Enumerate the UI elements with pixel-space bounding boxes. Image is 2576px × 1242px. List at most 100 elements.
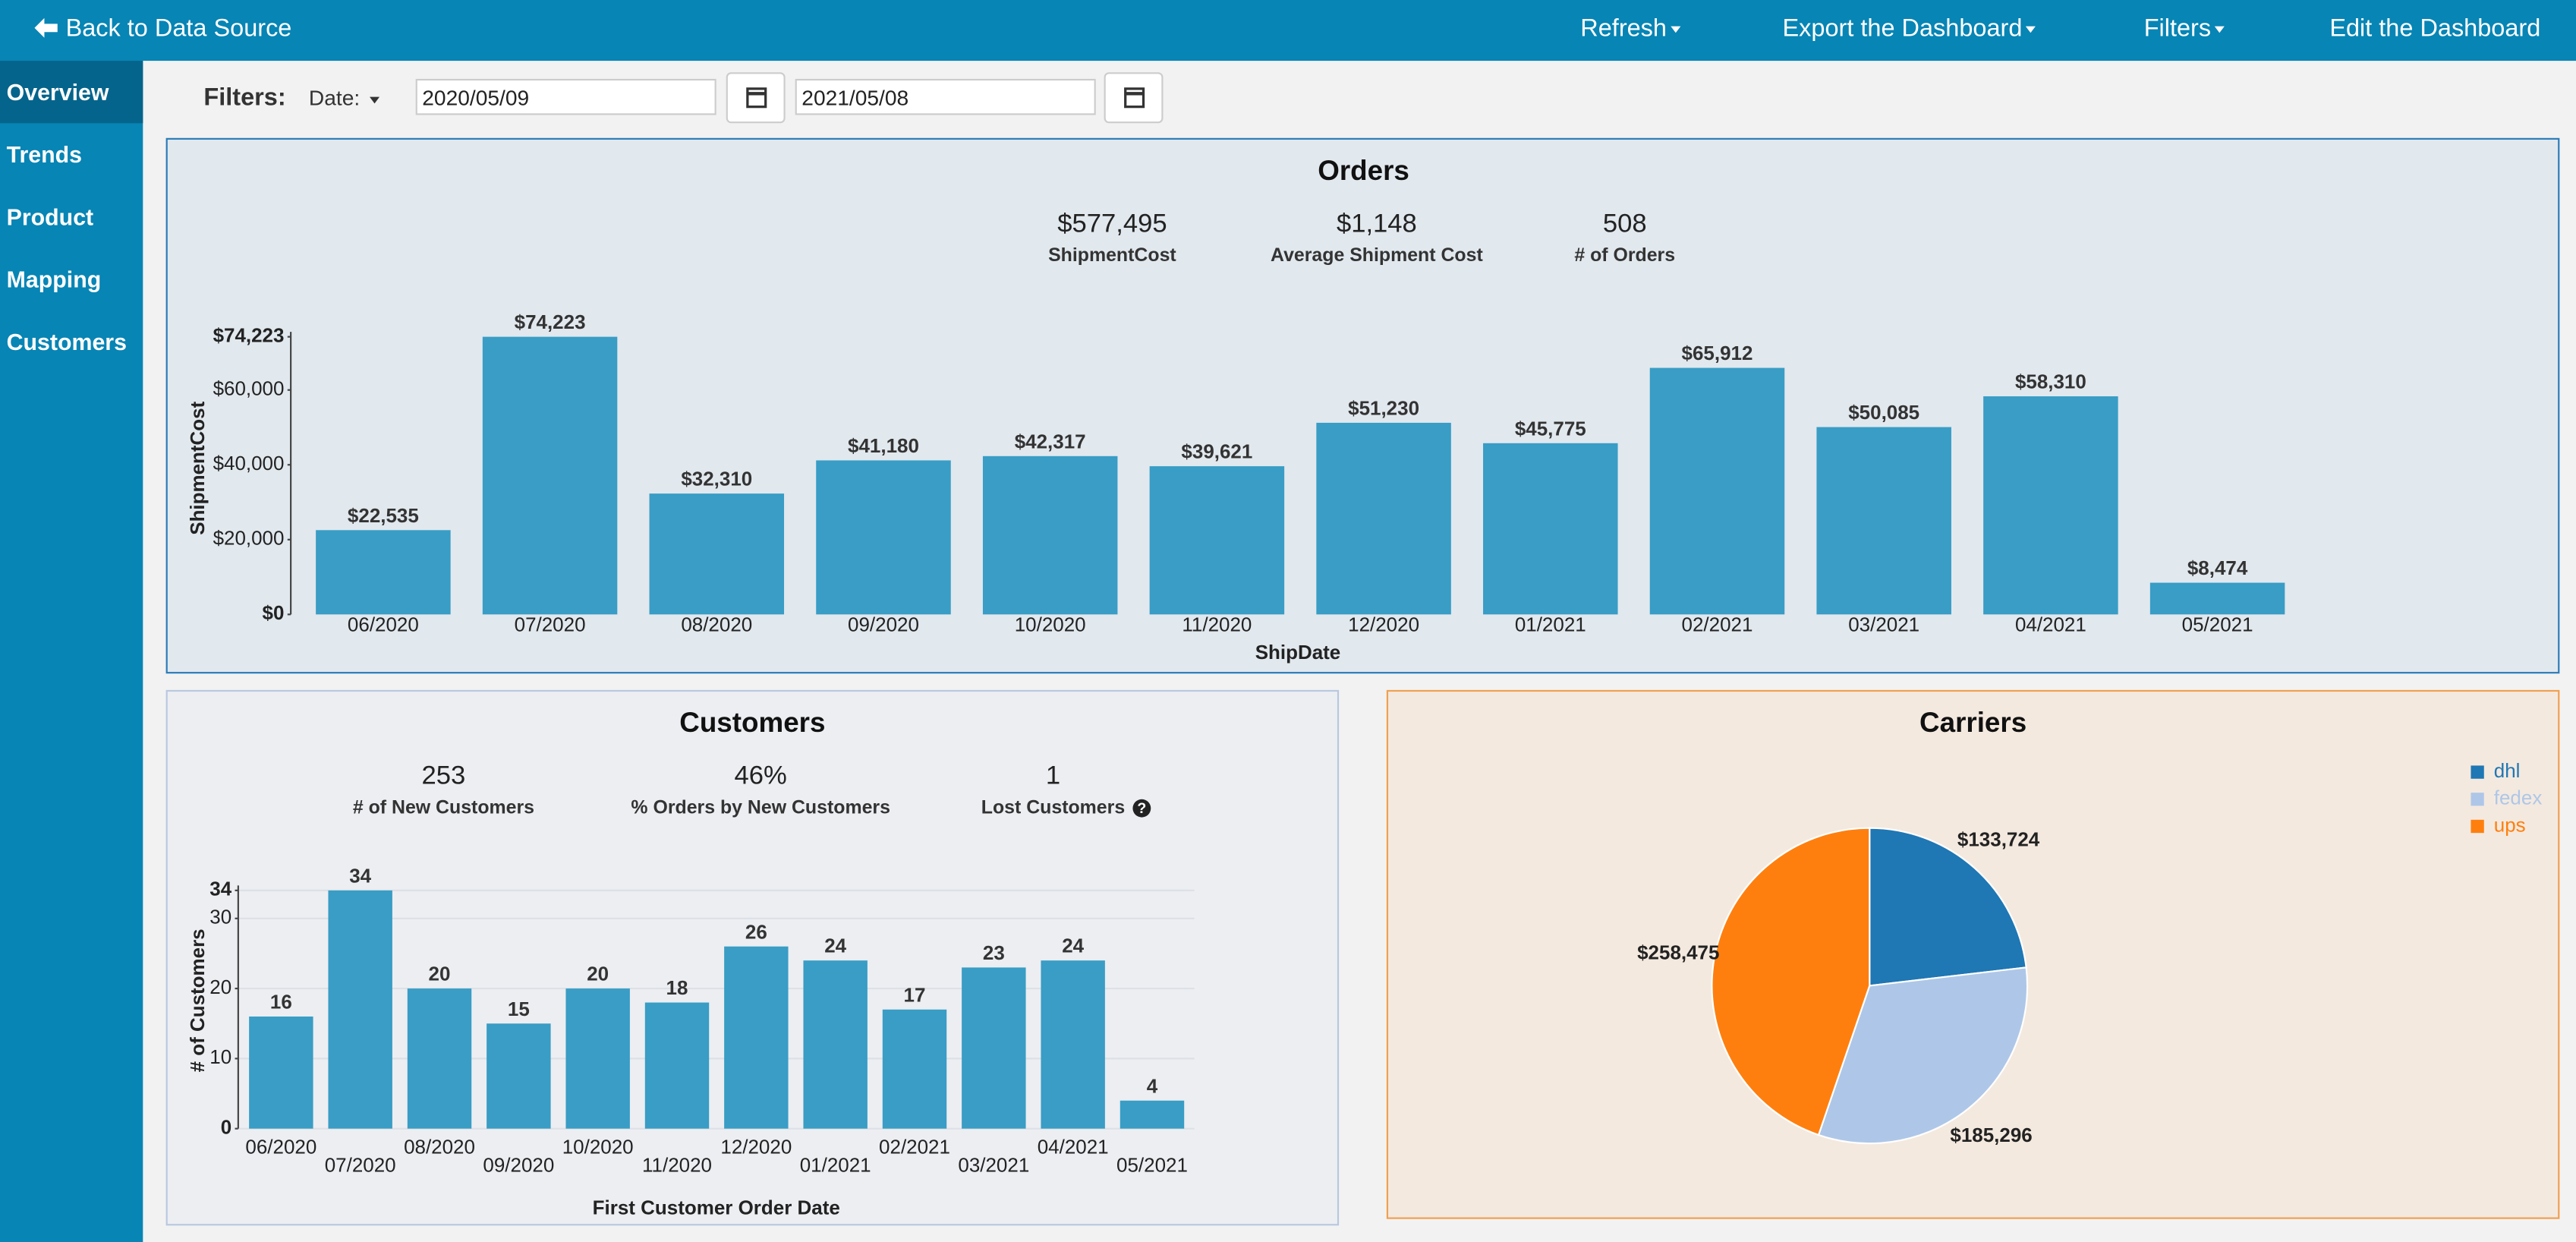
y-tick-label: 20: [209, 976, 231, 998]
value-label: 15: [508, 998, 530, 1020]
legend-swatch: [2471, 793, 2484, 806]
bar: [328, 890, 392, 1129]
x-tick-label: 02/2021: [879, 1135, 950, 1158]
kpi-value: 46%: [735, 761, 787, 790]
value-label: 24: [1062, 935, 1084, 957]
x-axis-title: First Customer Order Date: [593, 1196, 840, 1219]
y-tick-label: $60,000: [213, 377, 285, 400]
value-label: $65,912: [1682, 342, 1753, 364]
value-label: 24: [824, 935, 846, 957]
bar: [1316, 422, 1451, 615]
bar: [2149, 582, 2285, 615]
kpi-value: $1,148: [1337, 210, 1417, 238]
menu-text[interactable]: Refresh: [1580, 14, 1667, 43]
y-tick-label: 0: [221, 1116, 231, 1139]
end-date-input[interactable]: 2021/05/08: [795, 78, 1096, 115]
x-tick-label: 07/2020: [515, 613, 586, 635]
back-arrow: [34, 17, 58, 38]
bar: [803, 960, 868, 1129]
x-tick-label: 01/2021: [800, 1153, 871, 1176]
pie-slice: [1817, 966, 2029, 1145]
menu-text[interactable]: Export the Dashboard: [1782, 14, 2023, 43]
kpi-label: # of New Customers: [353, 796, 534, 818]
menu-item[interactable]: Edit the Dashboard: [2329, 14, 2541, 43]
value-label: 20: [429, 963, 451, 985]
start-date-input[interactable]: 2020/05/09: [415, 78, 716, 115]
sidebar-item[interactable]: Mapping: [6, 266, 102, 293]
legend-label: ups: [2494, 813, 2526, 836]
value-label: $50,085: [1848, 401, 1919, 424]
bar: [882, 1009, 947, 1129]
value-label: $58,310: [2015, 370, 2086, 393]
value-label: 4: [1147, 1074, 1158, 1097]
bar: [1149, 466, 1285, 615]
back-link[interactable]: Back to Data Source: [65, 14, 292, 43]
x-axis-title: ShipDate: [1255, 641, 1341, 664]
help-icon: ?: [1132, 799, 1151, 818]
x-tick-label: 01/2021: [1515, 613, 1586, 635]
value-label: 17: [904, 983, 926, 1006]
kpi-label: % Orders by New Customers: [631, 796, 890, 818]
calendar-icon: [746, 87, 767, 109]
value-label: 34: [349, 864, 371, 887]
menu-item[interactable]: Filters: [2144, 14, 2225, 43]
bar: [565, 988, 630, 1129]
bar: [407, 988, 472, 1129]
menu-text[interactable]: Filters: [2143, 14, 2212, 43]
calendar-button[interactable]: [1104, 72, 1164, 124]
bar: [1649, 367, 1785, 615]
kpi-value: 253: [422, 761, 466, 790]
sidebar-item[interactable]: Product: [6, 203, 94, 230]
bar: [644, 1002, 710, 1129]
kpi-label: ShipmentCost: [1048, 244, 1176, 266]
value-label: $41,180: [848, 434, 919, 457]
x-tick-label: 08/2020: [404, 1135, 475, 1158]
bar: [962, 967, 1026, 1129]
top-bar: Back to Data Source Refresh Export the D…: [0, 0, 2576, 61]
y-tick-label: $74,223: [213, 323, 285, 346]
sidebar-item[interactable]: Customers: [6, 328, 127, 355]
legend-swatch: [2471, 765, 2484, 779]
calendar-button[interactable]: [726, 72, 786, 124]
date-label[interactable]: Date:: [308, 85, 361, 110]
x-tick-label: 11/2020: [1182, 613, 1252, 635]
x-tick-label: 11/2020: [642, 1153, 712, 1176]
kpi-value: 508: [1603, 210, 1647, 238]
bar: [316, 530, 451, 615]
bar: [1983, 396, 2118, 615]
y-tick-label: 30: [209, 906, 231, 928]
value-label: $185,296: [1950, 1124, 2032, 1146]
value-label: $32,310: [681, 468, 752, 490]
filters-label: Filters:: [203, 84, 286, 112]
kpi-label: Average Shipment Cost: [1271, 244, 1483, 266]
chart-title: Carriers: [1919, 707, 2026, 738]
legend-label: fedex: [2494, 786, 2543, 809]
value-label: $133,724: [1957, 828, 2040, 851]
y-axis-title: ShipmentCost: [186, 401, 209, 534]
y-tick-label: $40,000: [213, 452, 285, 474]
y-tick-label: $20,000: [213, 527, 285, 550]
value-label: $22,535: [348, 504, 419, 527]
svg-text:?: ?: [1137, 800, 1146, 817]
value-label: $8,474: [2187, 556, 2248, 579]
menu-item[interactable]: Refresh: [1580, 14, 1680, 43]
x-tick-label: 10/2020: [1015, 613, 1086, 635]
sidebar-item[interactable]: Trends: [6, 141, 83, 168]
x-tick-label: 03/2021: [958, 1153, 1029, 1176]
x-tick-label: 04/2021: [1038, 1135, 1109, 1158]
x-tick-label: 10/2020: [562, 1135, 634, 1158]
bar: [982, 456, 1118, 615]
pie-slice: [1869, 827, 2027, 987]
menu-item[interactable]: Export the Dashboard: [1783, 14, 2036, 43]
x-tick-label: 05/2021: [2182, 613, 2253, 635]
value-label: 16: [270, 991, 292, 1013]
chart-title: Orders: [1318, 155, 1409, 186]
x-tick-label: 12/2020: [720, 1135, 792, 1158]
y-tick-label: $0: [263, 601, 285, 624]
sidebar-item[interactable]: Overview: [0, 61, 143, 124]
value-label: $42,317: [1015, 430, 1086, 452]
date-dropdown[interactable]: Date:: [309, 86, 379, 110]
y-tick-label: 10: [209, 1045, 231, 1068]
x-tick-label: 02/2021: [1682, 613, 1753, 635]
